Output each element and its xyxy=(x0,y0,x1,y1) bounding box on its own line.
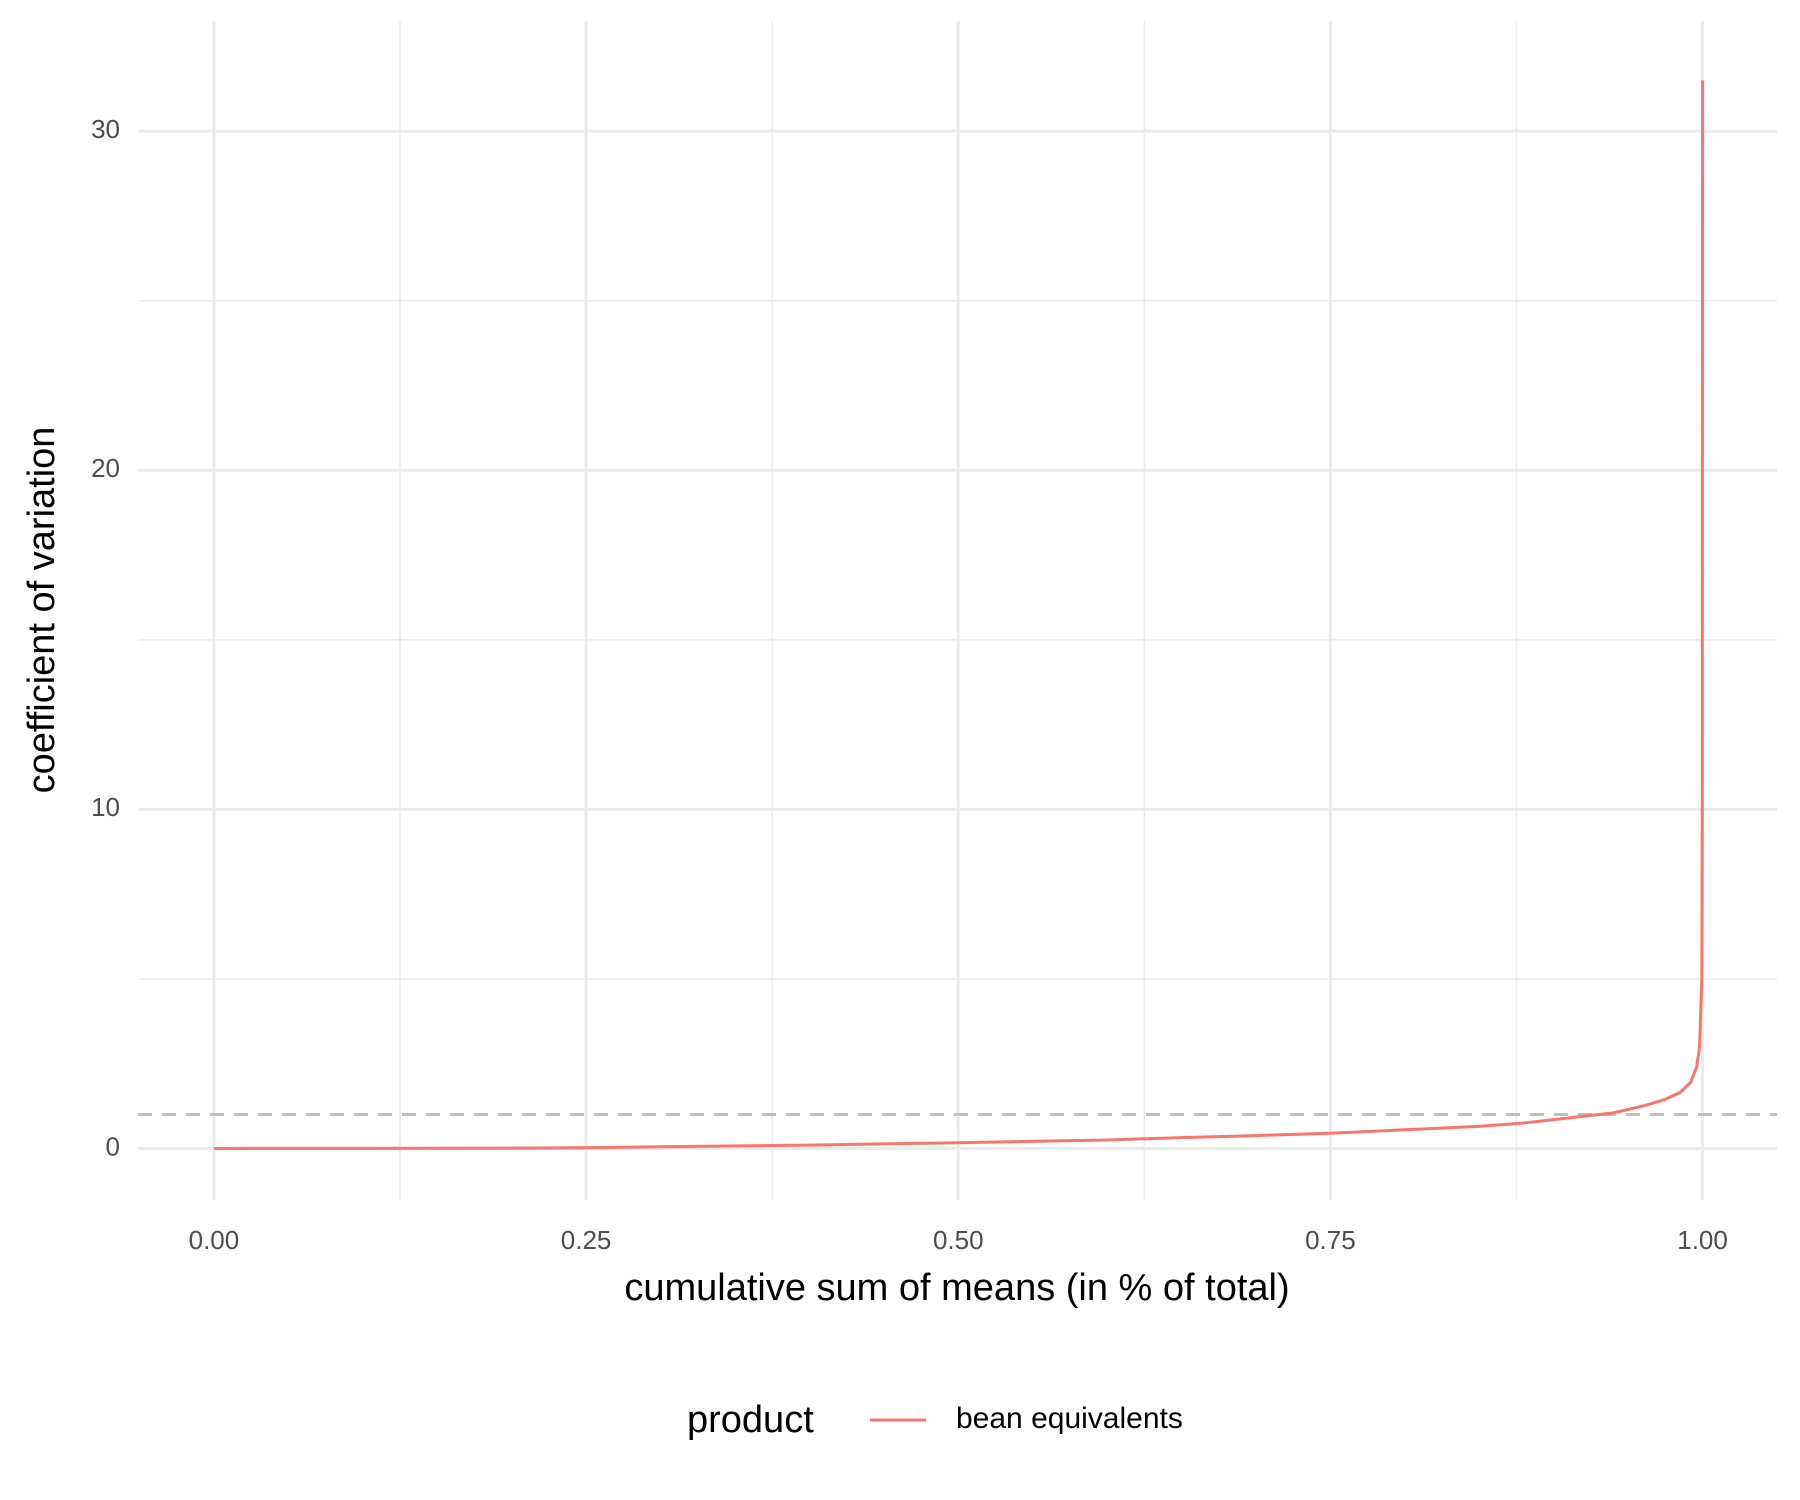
y-axis-title: coefficient of variation xyxy=(21,427,63,794)
x-tick-label: 0.25 xyxy=(561,1225,612,1255)
y-tick-label: 0 xyxy=(106,1131,120,1161)
y-tick-label: 10 xyxy=(91,792,120,822)
x-tick-label: 0.00 xyxy=(189,1225,240,1255)
x-tick-label: 0.75 xyxy=(1305,1225,1356,1255)
x-tick-label: 0.50 xyxy=(933,1225,984,1255)
grid xyxy=(138,21,1777,1200)
x-tick-label: 1.00 xyxy=(1677,1225,1728,1255)
line xyxy=(213,80,1705,1150)
legend-title: product xyxy=(687,1399,814,1441)
x-axis-title: cumulative sum of means (in % of total) xyxy=(624,1267,1289,1309)
y-tick-label: 20 xyxy=(91,453,120,483)
legend: product bean equivalents xyxy=(687,1399,1183,1441)
legend-label: bean equivalents xyxy=(956,1402,1183,1435)
y-tick-label: 30 xyxy=(91,114,120,144)
